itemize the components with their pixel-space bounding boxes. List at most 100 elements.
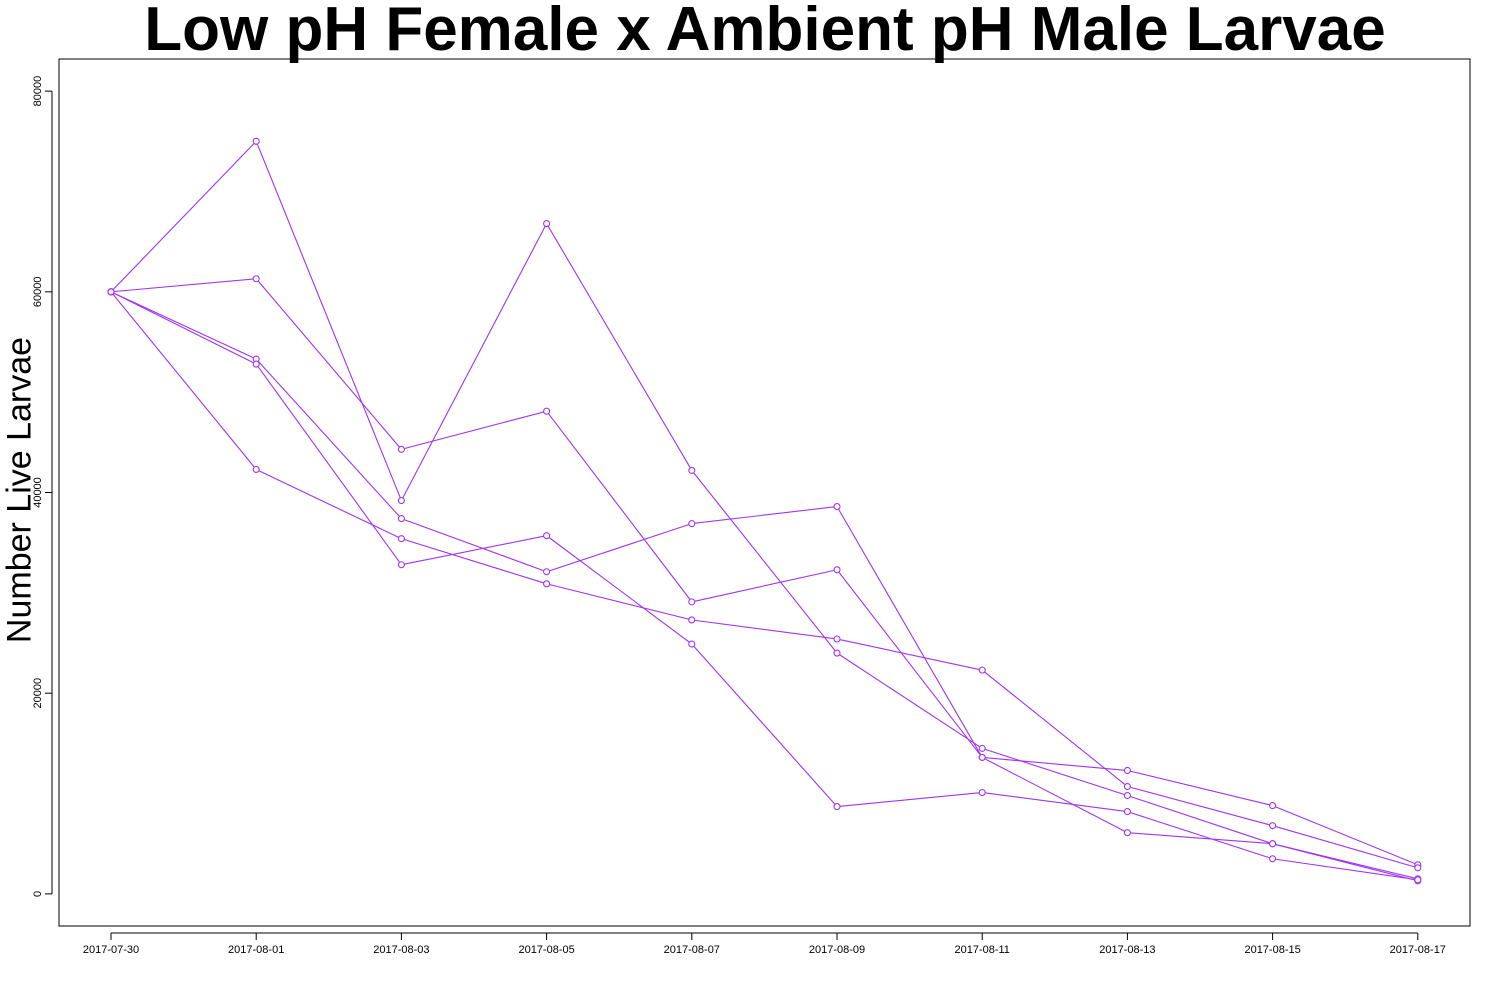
series-segment (548, 537, 690, 643)
plot-frame (58, 58, 1471, 927)
x-axis: 2017-07-30 2017-08-01 2017-08-03 2017-08-05… (83, 932, 1446, 956)
series-segment (985, 792, 1125, 812)
data-point (543, 568, 551, 576)
data-point (252, 275, 260, 283)
data-point (833, 803, 841, 811)
series-segment (256, 144, 401, 498)
series-segment (114, 278, 253, 293)
series-segment (985, 757, 1125, 771)
series-3 (107, 288, 1422, 883)
series-segment (1130, 832, 1270, 845)
x-tick-label: 2017-08-01 (228, 944, 284, 956)
series-segment (404, 539, 544, 584)
data-point (543, 532, 551, 540)
series-segment (1130, 786, 1270, 826)
data-point (688, 520, 696, 528)
series-segment (1130, 812, 1270, 859)
data-point (688, 466, 696, 474)
data-point (978, 788, 986, 797)
chart-title: Low pH Female x Ambient pH Male Larvae (144, 0, 1386, 64)
series-segment (838, 572, 981, 756)
series-segment (695, 506, 834, 524)
series-segment (694, 569, 834, 602)
x-tick-label: 2017-08-03 (373, 944, 429, 956)
series-segment (840, 639, 980, 670)
data-point (1123, 766, 1131, 775)
x-tick-label: 2017-08-15 (1244, 944, 1300, 956)
series-segment (1275, 826, 1415, 868)
data-point (833, 502, 841, 511)
series-segment (402, 226, 546, 498)
data-point (978, 744, 986, 752)
x-tick-label: 2017-08-13 (1099, 944, 1155, 956)
series-segment (693, 646, 836, 805)
series-segment (984, 671, 1126, 785)
series-segment (548, 413, 691, 600)
series-segment (547, 226, 691, 468)
series-segment (840, 792, 979, 807)
data-point (833, 649, 841, 657)
series-segment (113, 292, 254, 359)
series-segment (1275, 843, 1415, 879)
data-point (1123, 829, 1131, 837)
y-tick-label: 60000 (32, 277, 44, 308)
data-point (397, 496, 405, 505)
series-segment (1130, 770, 1270, 806)
series-segment (695, 619, 834, 640)
series-segment (113, 292, 254, 364)
y-axis: 0 20000 40000 60000 80000 (32, 76, 53, 897)
x-tick-label: 2017-08-11 (954, 944, 1009, 956)
series-segment (838, 509, 982, 755)
series-segment (1275, 806, 1415, 865)
data-point (397, 561, 405, 569)
x-tick-label: 2017-08-17 (1390, 944, 1446, 956)
data-point (688, 598, 696, 606)
data-point (833, 566, 841, 574)
series-segment (984, 758, 1125, 832)
data-point (1269, 840, 1277, 848)
data-point (1414, 876, 1422, 884)
data-point (1123, 782, 1131, 791)
data-point (397, 445, 405, 453)
data-point (252, 360, 260, 368)
data-point (1269, 822, 1277, 830)
series-layer (107, 137, 1422, 885)
series-segment (258, 361, 400, 517)
data-point (397, 535, 405, 543)
series-2 (107, 275, 1422, 869)
data-point (978, 666, 986, 674)
x-tick-label: 2017-08-09 (809, 944, 865, 956)
y-tick-label: 80000 (32, 76, 44, 107)
data-point (688, 640, 696, 648)
series-segment (258, 470, 399, 538)
series-1 (107, 137, 1422, 885)
data-point (978, 753, 986, 761)
data-point (252, 465, 260, 473)
series-segment (404, 411, 544, 450)
y-tick-label: 20000 (32, 678, 44, 709)
series-segment (404, 519, 544, 572)
x-tick-label: 2017-07-30 (83, 944, 139, 956)
data-point (1123, 791, 1131, 800)
data-point (543, 407, 551, 415)
series-segment (693, 472, 836, 651)
data-point (1269, 802, 1277, 810)
data-point (833, 635, 841, 643)
series-segment (404, 535, 544, 565)
data-point (1414, 864, 1422, 872)
series-segment (1275, 858, 1415, 880)
data-point (1123, 808, 1131, 816)
series-segment (549, 524, 689, 572)
x-tick-label: 2017-08-07 (664, 944, 720, 956)
data-point (397, 515, 405, 523)
series-segment (112, 294, 255, 468)
series-segment (549, 584, 689, 620)
series-segment (839, 654, 980, 748)
y-tick-label: 0 (32, 891, 44, 897)
y-tick-label: 40000 (32, 477, 44, 508)
series-4 (107, 288, 1422, 884)
data-point (252, 137, 260, 145)
series-segment (257, 280, 400, 448)
series-segment (112, 143, 255, 290)
